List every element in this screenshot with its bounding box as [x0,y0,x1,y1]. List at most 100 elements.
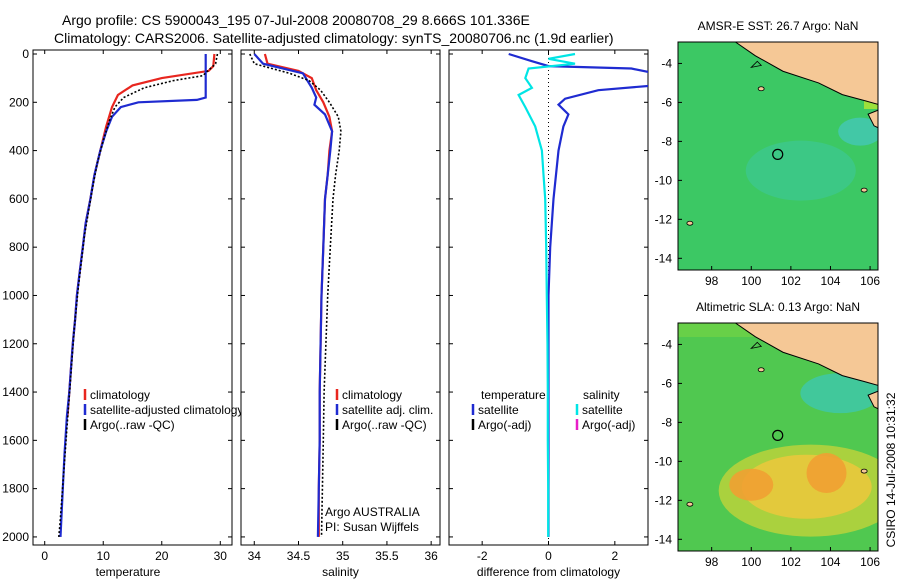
x-tick-label: 102 [781,274,801,288]
legend-label: satellite [478,403,519,417]
x-tick-label: 2 [611,549,618,563]
y-tick-label: 1600 [2,433,29,447]
footer-timestamp: CSIRO 14-Jul-2008 10:31:32 [884,392,898,547]
x-tick-label: 98 [705,555,719,569]
map-title: Altimetric SLA: 0.13 Argo: NaN [696,300,860,314]
x-tick-label: 36 [424,549,438,563]
y-tick-label: -12 [655,493,673,507]
x-axis-label: difference from climatology [477,565,620,579]
y-tick-label: -6 [661,95,672,109]
y-tick-label: -8 [661,415,672,429]
island [686,501,694,507]
x-tick-label: 98 [705,274,719,288]
x-tick-label: 106 [860,555,880,569]
map-title: AMSR-E SST: 26.7 Argo: NaN [698,19,859,33]
x-tick-label: 20 [155,549,169,563]
x-tick-label: 35 [336,549,350,563]
x-tick-label: 10 [97,549,111,563]
x-tick-label: 34 [248,549,262,563]
y-tick-label: -14 [655,532,673,546]
legend-label: salinity [583,388,620,402]
island [686,220,694,226]
y-tick-label: -10 [655,173,673,187]
temperature-profile: 0 200 400 600 800 1000 1200 1400 1600 1800 2000 0 10… [2,47,243,579]
legend-label: satellite adj. clim. [342,403,433,417]
x-tick-label: 35.5 [375,549,399,563]
y-tick-label: -4 [661,337,672,351]
sla-anomaly-core [806,453,847,494]
y-tick-label: 1000 [2,288,29,302]
x-tick-label: -2 [477,549,488,563]
title-line-1: Argo profile: CS 5900043_195 07-Jul-2008… [62,12,530,28]
altimetric-sla-map: Altimetric SLA: 0.13 Argo: NaN 98 100 102 10… [655,300,881,569]
y-tick-label: -8 [661,134,672,148]
java-landmass [867,390,878,410]
sst-cool-patch [838,117,878,146]
x-axis-label: salinity [322,565,359,579]
x-tick-label: 106 [860,274,880,288]
island [757,367,765,373]
legend-label: Argo(-adj) [582,418,635,432]
salinity-profile: 34 34.5 35 35.5 36 salinity climatologysatelli… [240,49,441,579]
legend-label: Argo(..raw -QC) [342,418,427,432]
x-tick-label: 30 [214,549,228,563]
x-tick-label: 104 [820,555,840,569]
y-tick-label: -14 [655,251,673,265]
y-tick-label: 1200 [2,337,29,351]
x-tick-label: 0 [41,549,48,563]
y-tick-label: 1400 [2,385,29,399]
argo-position-marker [772,429,784,441]
series-satellite-adj-clim- [253,53,334,537]
x-tick-label: 104 [820,274,840,288]
title-line-2: Climatology: CARS2006. Satellite-adjuste… [54,30,614,46]
island [860,468,868,474]
island [860,187,868,193]
x-tick-label: 0 [545,549,552,563]
map-frame [677,41,879,271]
legend-label: satellite-adjusted climatology [90,403,243,417]
amsr-e-sst-map: AMSR-E SST: 26.7 Argo: NaN 98 100 102 104 106… [655,19,881,288]
legend-label: temperature [481,388,546,402]
difference-profile: -2 0 2 difference from climatology temperatu… [448,49,649,579]
x-tick-label: 34.5 [287,549,311,563]
y-tick-label: 800 [9,240,29,254]
y-tick-label: -10 [655,454,673,468]
series-argo-raw-qc- [58,53,219,537]
java-landmass [867,109,878,129]
sumatra-landmass [734,323,878,386]
legend-label: Argo(-adj) [478,418,531,432]
sla-low-patch [800,373,878,414]
series-salinity-satellite [517,52,576,537]
map-frame [677,322,879,552]
salinity-profile-frame [240,49,441,546]
y-tick-label: 0 [22,47,29,61]
x-axis-label: temperature [96,565,161,579]
temperature-profile-frame [32,49,233,546]
x-tick-label: 100 [741,274,761,288]
series-argo-raw-qc- [249,53,342,537]
y-tick-label: -12 [655,212,673,226]
sla-anomaly-core [729,468,774,501]
annotation: Argo AUSTRALIA [325,505,420,519]
y-tick-label: 400 [9,144,29,158]
y-tick-label: 600 [9,192,29,206]
y-tick-label: 1800 [2,482,29,496]
y-tick-label: -6 [661,376,672,390]
island [757,86,765,92]
legend-label: climatology [90,388,150,402]
x-tick-label: 102 [781,555,801,569]
coastline-contour [750,341,763,349]
y-tick-label: 200 [9,95,29,109]
y-tick-label: -4 [661,56,672,70]
argo-position-marker [772,148,784,160]
y-tick-label: 2000 [2,530,29,544]
legend-label: climatology [342,388,402,402]
sumatra-landmass [734,42,878,105]
coastline-contour [750,60,763,68]
x-tick-label: 100 [741,555,761,569]
legend-label: Argo(..raw -QC) [90,418,175,432]
sst-cool-patch [745,140,856,201]
legend-label: satellite [582,403,623,417]
annotation: PI: Susan Wijffels [325,520,419,534]
